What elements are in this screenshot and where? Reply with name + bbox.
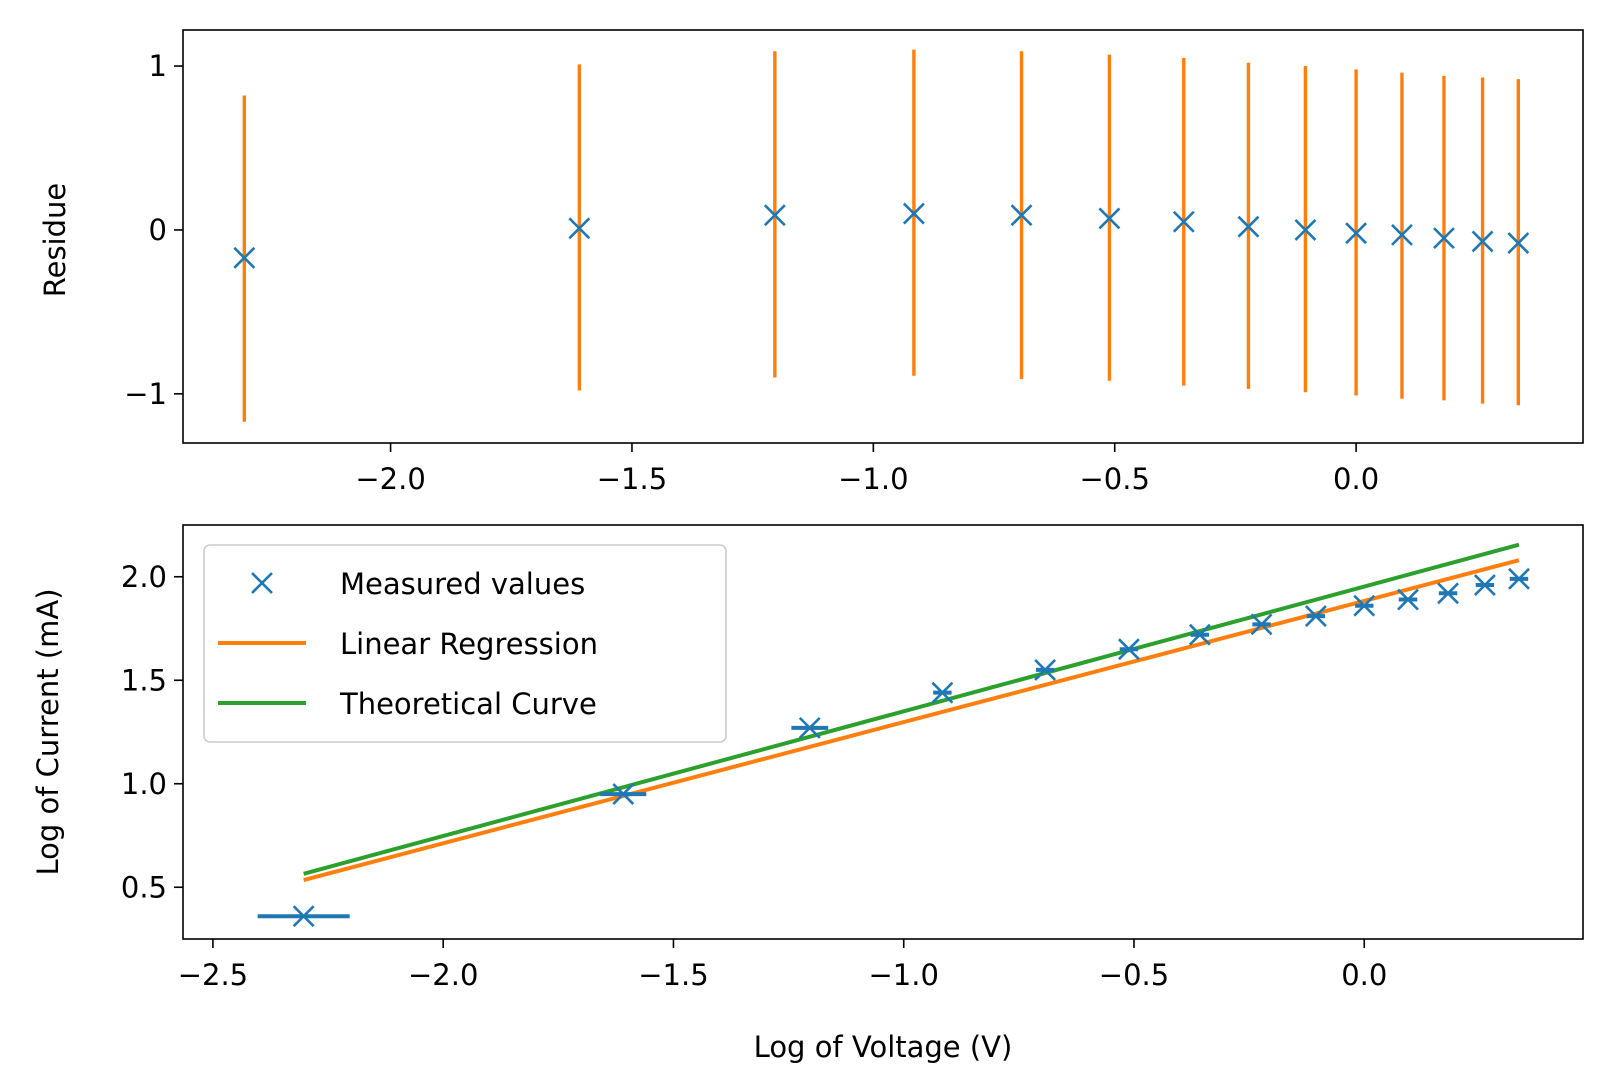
residue-point xyxy=(1237,215,1260,238)
measured-point xyxy=(1397,588,1419,611)
y-tick-label: 1.0 xyxy=(121,767,167,801)
residue-point xyxy=(1471,230,1494,253)
x-tick-label: −0.5 xyxy=(1080,462,1150,496)
residue-point xyxy=(568,217,591,240)
residue-point xyxy=(1345,222,1368,245)
measured-point xyxy=(931,681,954,704)
fit-x-ticks: −2.5 −2.0 −1.5 −1.0 −0.5 0.0 xyxy=(178,939,1387,992)
measured-point xyxy=(612,783,635,806)
residue-axes-frame xyxy=(182,29,1584,444)
legend: Measured values Linear Regression Theoreti… xyxy=(203,544,727,743)
legend-label: Theoretical Curve xyxy=(339,687,597,721)
y-tick-label: 1.5 xyxy=(121,663,167,697)
y-tick-label: 0 xyxy=(149,213,167,247)
fit-lines xyxy=(303,542,1520,882)
residue-points xyxy=(233,202,1530,269)
x-tick-label: −1.0 xyxy=(869,958,939,992)
residue-point xyxy=(233,246,256,269)
fit-y-axis-label: Log of Current (mA) xyxy=(31,588,65,875)
measured-point xyxy=(292,905,315,928)
x-tick-label: −1.5 xyxy=(597,462,667,496)
measured-point xyxy=(1250,613,1273,636)
residue-point xyxy=(902,202,925,225)
residue-point xyxy=(1172,210,1195,233)
measured-point xyxy=(1473,574,1496,596)
y-tick-label: 1 xyxy=(149,49,167,83)
residue-point xyxy=(1098,207,1121,230)
residue-y-ticks: −1 0 1 xyxy=(124,49,183,411)
y-tick-label: 0.5 xyxy=(121,870,167,904)
residue-panel: −2.0 −1.5 −1.0 −0.5 0.0 −1 0 1 Residue xyxy=(38,29,1584,496)
legend-marker-measured xyxy=(251,572,273,594)
measured-point xyxy=(1304,605,1327,627)
residue-point xyxy=(1010,204,1033,227)
linear-regression-line xyxy=(303,558,1520,882)
residue-point xyxy=(1294,219,1317,241)
measured-point xyxy=(1118,638,1140,661)
x-tick-label: 0.0 xyxy=(1341,958,1387,992)
y-tick-label: −1 xyxy=(124,377,167,411)
x-tick-label: −1.0 xyxy=(838,462,908,496)
residue-point xyxy=(1433,227,1455,250)
x-tick-label: −1.5 xyxy=(638,958,708,992)
residue-x-ticks: −2.0 −1.5 −1.0 −0.5 0.0 xyxy=(355,443,1379,496)
fit-panel: −2.5 −2.0 −1.5 −1.0 −0.5 0.0 0.5 1.0 1.5 2.0 Log… xyxy=(31,524,1584,1064)
x-tick-label: −2.0 xyxy=(355,462,425,496)
legend-label: Linear Regression xyxy=(340,627,598,661)
measured-point xyxy=(1353,594,1376,617)
fit-y-ticks: 0.5 1.0 1.5 2.0 xyxy=(121,560,183,904)
theoretical-curve-line xyxy=(303,542,1520,876)
fit-axes-frame xyxy=(182,524,1584,940)
residue-y-axis-label: Residue xyxy=(38,183,72,298)
measured-points xyxy=(292,567,1530,928)
measured-point xyxy=(1508,567,1530,590)
x-tick-label: −0.5 xyxy=(1099,958,1169,992)
x-tick-label: −2.5 xyxy=(178,958,248,992)
measured-point xyxy=(1188,623,1211,646)
x-tick-label: −2.0 xyxy=(408,958,478,992)
fit-x-axis-label: Log of Voltage (V) xyxy=(754,1030,1013,1064)
legend-box xyxy=(203,544,727,743)
legend-label: Measured values xyxy=(340,567,585,601)
y-tick-label: 2.0 xyxy=(121,560,167,594)
residue-point xyxy=(1391,223,1413,246)
residue-point xyxy=(1507,232,1530,254)
residue-point xyxy=(763,204,786,227)
measured-point xyxy=(798,716,821,739)
measured-point xyxy=(1034,658,1057,681)
x-tick-label: 0.0 xyxy=(1333,462,1379,496)
measured-point xyxy=(1437,582,1459,605)
